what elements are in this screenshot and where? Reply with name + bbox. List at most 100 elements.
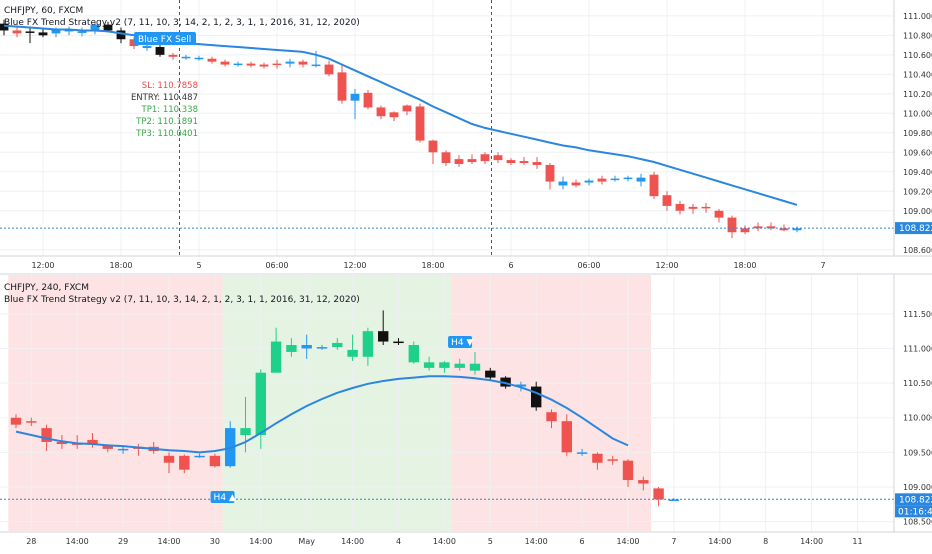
candle — [347, 334, 358, 361]
h4-sell-signal-marker[interactable]: H4 ▼ — [448, 336, 473, 348]
candle — [622, 459, 634, 487]
time-tick-label: 14:00 — [800, 537, 823, 546]
candle-body — [675, 203, 685, 211]
price-tick-label: 111.000 — [903, 344, 932, 353]
candle — [233, 61, 243, 67]
candle-body — [259, 64, 269, 67]
candle-body — [51, 29, 61, 34]
candle — [408, 341, 420, 364]
candle-body — [10, 417, 22, 425]
candle — [181, 54, 191, 60]
four-hour-chart-panel[interactable]: H4 ▲ H4 ▼ CHFJPY, 240, FXCM Blue FX Tren… — [0, 274, 932, 546]
candle-body — [181, 56, 191, 59]
candle — [209, 453, 221, 468]
candle-body — [116, 30, 126, 40]
candle-body — [441, 152, 451, 164]
candle — [376, 105, 386, 120]
candle — [311, 50, 321, 68]
candle — [350, 88, 360, 120]
time-tick-label: 12:00 — [343, 261, 366, 270]
candle-body — [454, 159, 464, 164]
price-tick-label: 109.400 — [903, 168, 932, 177]
time-tick-label: 28 — [26, 537, 36, 546]
candle-body — [779, 228, 789, 231]
four-hour-time-axis[interactable]: 28 14:00 29 14:00 30 14:00 May 14:00 4 14:00 5 14:0… — [26, 537, 862, 546]
candle-body — [376, 107, 386, 117]
candle — [90, 21, 100, 35]
price-tick-label: 110.000 — [903, 109, 932, 118]
candle-body — [41, 428, 52, 442]
price-tick-label: 110.200 — [903, 90, 932, 99]
candle-body — [25, 31, 35, 33]
candle — [649, 171, 659, 200]
candle-body — [324, 64, 334, 75]
four-hour-moving-average-line — [15, 375, 629, 454]
price-tick-label: 110.400 — [903, 70, 932, 79]
sell-signal-label: Blue FX Sell — [138, 35, 191, 45]
candle — [402, 104, 412, 116]
candle — [77, 27, 87, 37]
candle-body — [298, 61, 308, 65]
h4-buy-signal-box — [210, 491, 235, 503]
sell-signal-marker[interactable]: Blue FX Sell — [134, 32, 196, 45]
trade-level-sl: SL: 110.7858 — [142, 81, 198, 91]
candle-body — [792, 228, 802, 231]
h4-sell-signal-label: H4 ▼ — [451, 338, 473, 348]
candle-body — [638, 480, 649, 484]
candle-body — [350, 93, 360, 101]
candle — [415, 103, 425, 143]
candle-body — [469, 363, 481, 371]
candle — [467, 154, 477, 164]
time-tick-label: 7 — [820, 261, 825, 270]
hourly-chart-panel[interactable]: Blue FX Sell SL: 110.7858 ENTRY: 110.487 T… — [0, 0, 932, 270]
candle-body — [389, 112, 399, 118]
candle-body — [480, 154, 490, 162]
candle-body — [423, 362, 435, 368]
candle — [194, 453, 205, 458]
candle — [270, 327, 282, 373]
trade-level-tp: TP1: 110.338 — [141, 105, 198, 115]
time-tick-label: 12:00 — [31, 261, 54, 270]
candle-body — [77, 31, 87, 33]
candle-body — [558, 181, 568, 186]
h4-buy-signal-marker[interactable]: H4 ▲ — [210, 491, 236, 503]
hourly-time-axis[interactable]: 12:00 18:00 5 06:00 12:00 18:00 6 06:00 12:00 18:… — [31, 261, 825, 270]
candle — [224, 421, 236, 468]
candle-body — [668, 499, 680, 501]
trade-level-entry: ENTRY: 110.487 — [131, 93, 198, 103]
time-tick-label: 18:00 — [421, 261, 444, 270]
candle-body — [610, 178, 620, 181]
candle-body — [532, 162, 542, 165]
candle — [255, 369, 267, 449]
candle-body — [439, 362, 450, 368]
candle-body — [272, 63, 282, 66]
candle-body — [301, 345, 312, 349]
four-hour-price-axis[interactable]: 111.500 111.000 110.500 110.000 109.500 109.0… — [903, 310, 932, 527]
candle-body — [220, 61, 230, 65]
candle-body — [286, 345, 297, 352]
candle — [286, 338, 297, 357]
candle — [168, 52, 178, 60]
candle-body — [270, 341, 282, 373]
time-tick-label: 30 — [210, 537, 220, 546]
candle — [337, 64, 347, 104]
candle — [469, 351, 481, 375]
candle — [240, 396, 251, 453]
time-tick-label: 14:00 — [525, 537, 548, 546]
candle-body — [163, 455, 175, 463]
four-hour-indicator-label: Blue FX Trend Strategy v2 (7, 11, 10, 3,… — [4, 295, 360, 305]
candle-body — [753, 226, 763, 229]
candle — [272, 59, 282, 69]
time-tick-label: 4 — [396, 537, 401, 546]
candle-body — [688, 206, 698, 209]
candle-body — [727, 217, 737, 233]
candle — [116, 27, 126, 44]
h4-buy-signal-label: H4 ▲ — [214, 493, 236, 503]
hourly-price-axis[interactable]: 111.000 110.800 110.600 110.400 110.200 110.0… — [903, 12, 932, 255]
candle — [220, 59, 230, 67]
candle — [714, 208, 724, 223]
trade-level-tp: TP2: 110.1891 — [135, 117, 198, 127]
candle-body — [571, 182, 581, 186]
candle-body — [623, 177, 633, 180]
